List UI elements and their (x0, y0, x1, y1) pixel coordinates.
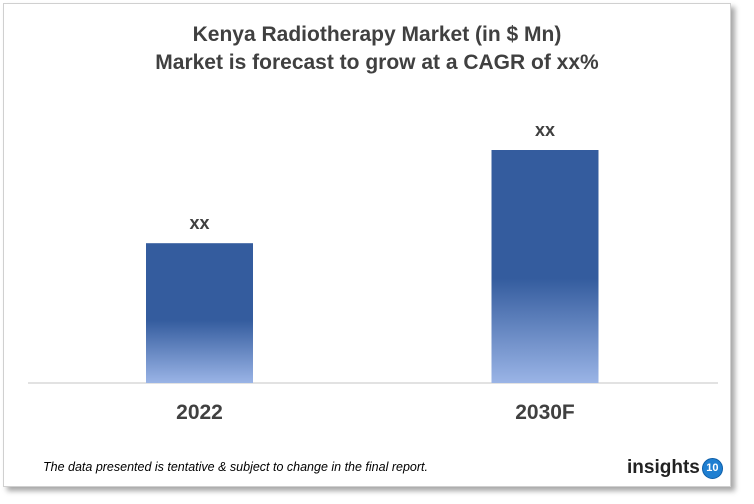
bar-2022 (146, 243, 253, 383)
chart-title: Kenya Radiotherapy Market (in $ Mn) (192, 23, 562, 46)
x-tick-label: 2022 (176, 401, 223, 424)
data-label: xx (535, 120, 555, 140)
chart-subtitle: Market is forecast to grow at a CAGR of … (155, 51, 599, 74)
footnote: The data presented is tentative & subjec… (43, 460, 428, 474)
logo-text: insights (627, 457, 700, 478)
x-tick-label: 2030F (515, 401, 575, 424)
insights10-logo: insights 10 (627, 457, 723, 479)
data-label: xx (189, 213, 209, 233)
bar-2030F (491, 150, 599, 383)
logo-badge: 10 (701, 457, 723, 479)
chart-card (3, 3, 731, 487)
